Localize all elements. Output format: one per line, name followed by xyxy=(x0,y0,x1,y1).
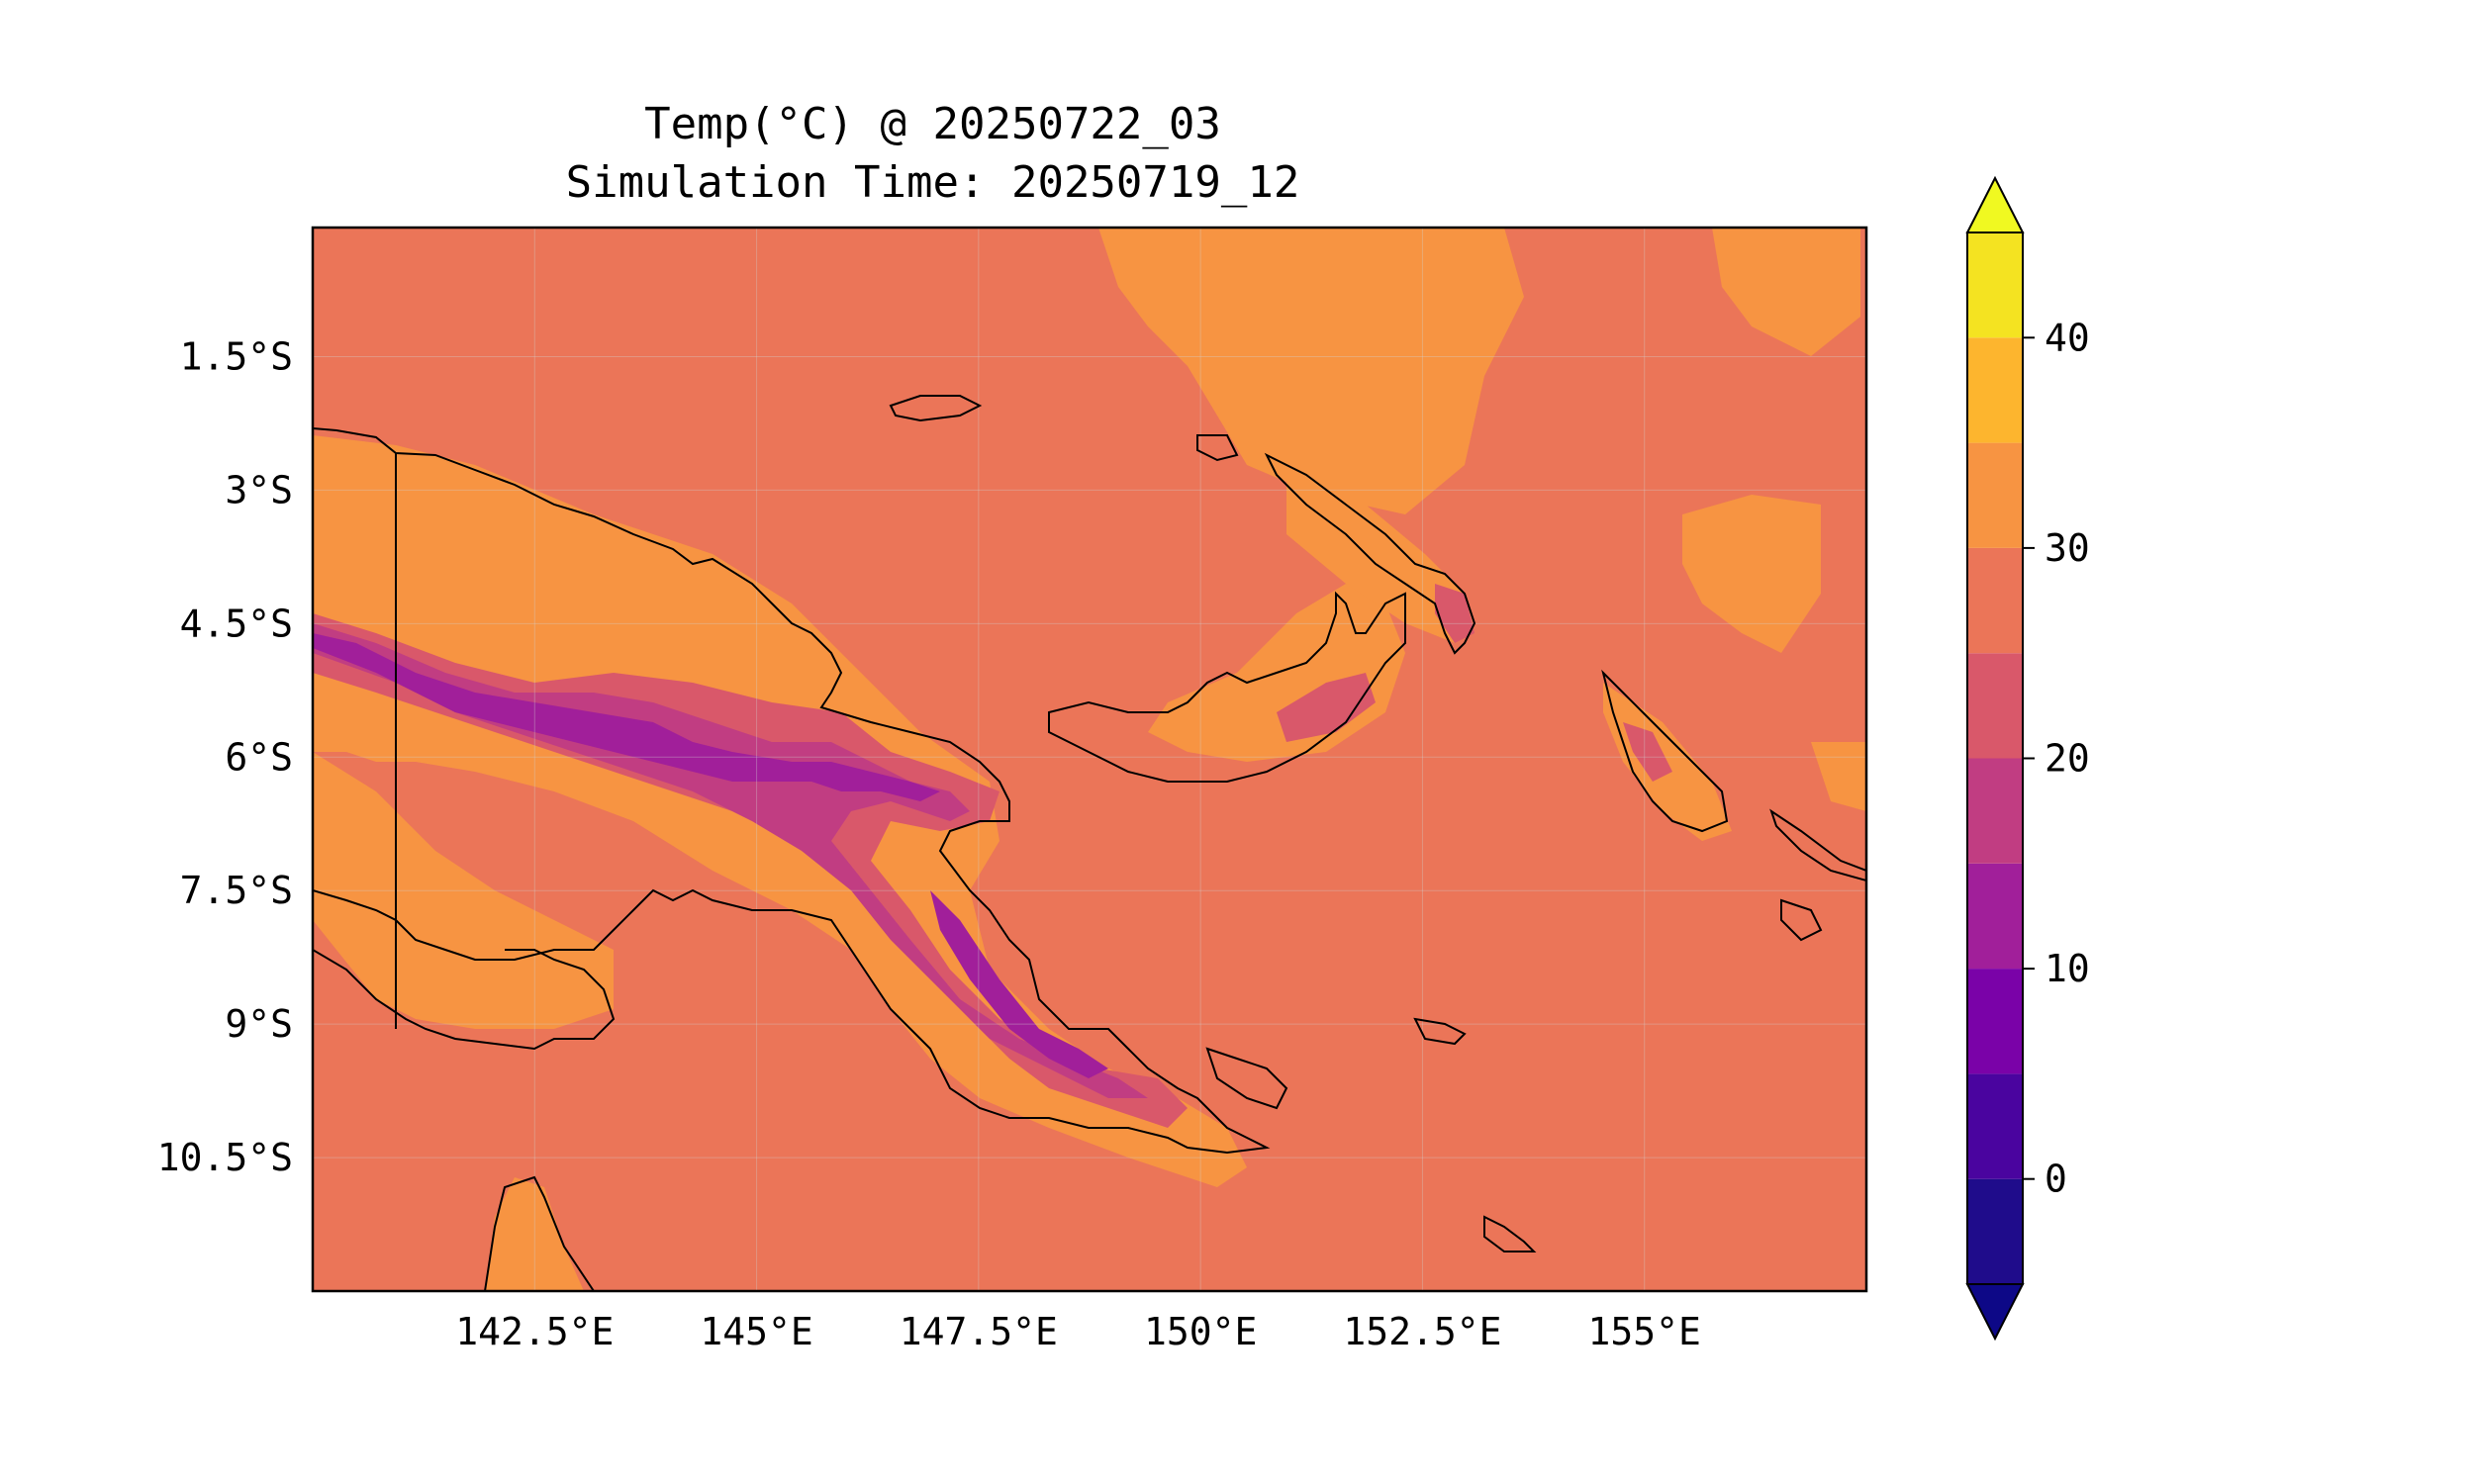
colorbar-extend-over xyxy=(1965,175,2025,233)
lat-tick-label: 7.5°S xyxy=(180,869,293,912)
gridlines xyxy=(313,228,1866,1291)
highland-15-20 xyxy=(313,623,1148,1098)
warm-region-north-sea xyxy=(1098,228,1524,514)
colorbar-segment xyxy=(1967,863,2023,970)
lon-tick-label: 142.5°E xyxy=(455,1310,614,1353)
lon-tick-label: 152.5°E xyxy=(1343,1310,1501,1353)
colorbar-tick-label: 10 xyxy=(2045,947,2090,990)
warm-region-solomons xyxy=(1811,742,1866,811)
colorbar-segment xyxy=(1967,1073,2023,1179)
colorbar-segment xyxy=(1967,337,2023,443)
colorbar-segment xyxy=(1967,547,2023,654)
longitude-ticks: 142.5°E 145°E 147.5°E 150°E 152.5°E 155°E xyxy=(455,1310,1701,1353)
coastline-dentrecasteaux xyxy=(1205,1047,1288,1110)
temperature-band-20-25 xyxy=(313,584,1672,1128)
coastline-new-guinea-north xyxy=(313,427,1271,1155)
colorbar-tick-label: 20 xyxy=(2045,737,2090,781)
colorbar: 0 10 20 30 40 xyxy=(1965,175,2090,1342)
warm-region-cape-york xyxy=(485,1177,584,1291)
coastline-guadalcanal xyxy=(1780,898,1823,942)
lon-tick-label: 150°E xyxy=(1144,1310,1257,1353)
map-frame xyxy=(311,226,1868,1293)
map-subtitle: Simulation Time: 20250719_12 xyxy=(565,157,1300,208)
coastline-fly-river xyxy=(313,949,616,1051)
lat-tick-label: 9°S xyxy=(225,1002,293,1046)
coastline-new-britain xyxy=(1048,591,1406,783)
lon-tick-label: 155°E xyxy=(1588,1310,1701,1353)
colorbar-tick-label: 40 xyxy=(2045,316,2090,359)
coastline-solomons xyxy=(1769,808,1866,882)
new-ireland-20-25 xyxy=(1435,584,1475,643)
warm-region-southwest xyxy=(313,752,614,1029)
colorbar-segment xyxy=(1967,758,2023,864)
lat-tick-label: 4.5°S xyxy=(180,602,293,645)
colorbar-segment xyxy=(1967,1178,2023,1284)
lat-tick-label: 10.5°S xyxy=(157,1136,293,1179)
map-area xyxy=(313,228,1866,1291)
colorbar-segment xyxy=(1967,653,2023,759)
temperature-band-15-20 xyxy=(313,623,1148,1098)
owen-stanley-10-15 xyxy=(930,890,1108,1078)
coastlines xyxy=(313,395,1866,1291)
latitude-ticks: 1.5°S 3°S 4.5°S 6°S 7.5°S 9°S 10.5°S xyxy=(157,334,293,1179)
warm-region-east-sea xyxy=(1682,495,1821,653)
coastline-louisiade xyxy=(1483,1215,1537,1252)
colorbar-segment xyxy=(1967,442,2023,548)
colorbar-segment xyxy=(1967,232,2023,338)
warm-region-ne-corner xyxy=(1712,228,1860,356)
coastline-manus xyxy=(889,395,983,422)
coastline-cape-york xyxy=(484,1175,595,1291)
warm-region-new-ireland xyxy=(1286,465,1465,643)
colorbar-extend-under xyxy=(1965,1283,2025,1342)
colorbar-tick-label: 30 xyxy=(2045,526,2090,570)
coastline-new-ireland xyxy=(1264,452,1476,655)
colorbar-tick-label: 0 xyxy=(2045,1158,2067,1201)
colorbar-segment xyxy=(1967,969,2023,1074)
lat-tick-label: 3°S xyxy=(225,468,293,511)
lat-tick-label: 1.5°S xyxy=(180,334,293,378)
bougainville-20-25 xyxy=(1623,722,1672,782)
lon-tick-label: 145°E xyxy=(700,1310,812,1353)
lat-tick-label: 6°S xyxy=(225,735,293,779)
temperature-band-10-15 xyxy=(313,633,1108,1078)
coastline-bougainville xyxy=(1601,669,1729,833)
highland-20-25 xyxy=(313,613,1188,1128)
lon-tick-label: 147.5°E xyxy=(900,1310,1058,1353)
highland-10-15 xyxy=(313,633,940,801)
coastline-long-island xyxy=(1196,434,1239,462)
coastline-woodlark xyxy=(1413,1017,1467,1046)
new-britain-20-25 xyxy=(1277,673,1376,742)
map-title: Temp(°C) @ 20250722_03 xyxy=(644,99,1221,149)
